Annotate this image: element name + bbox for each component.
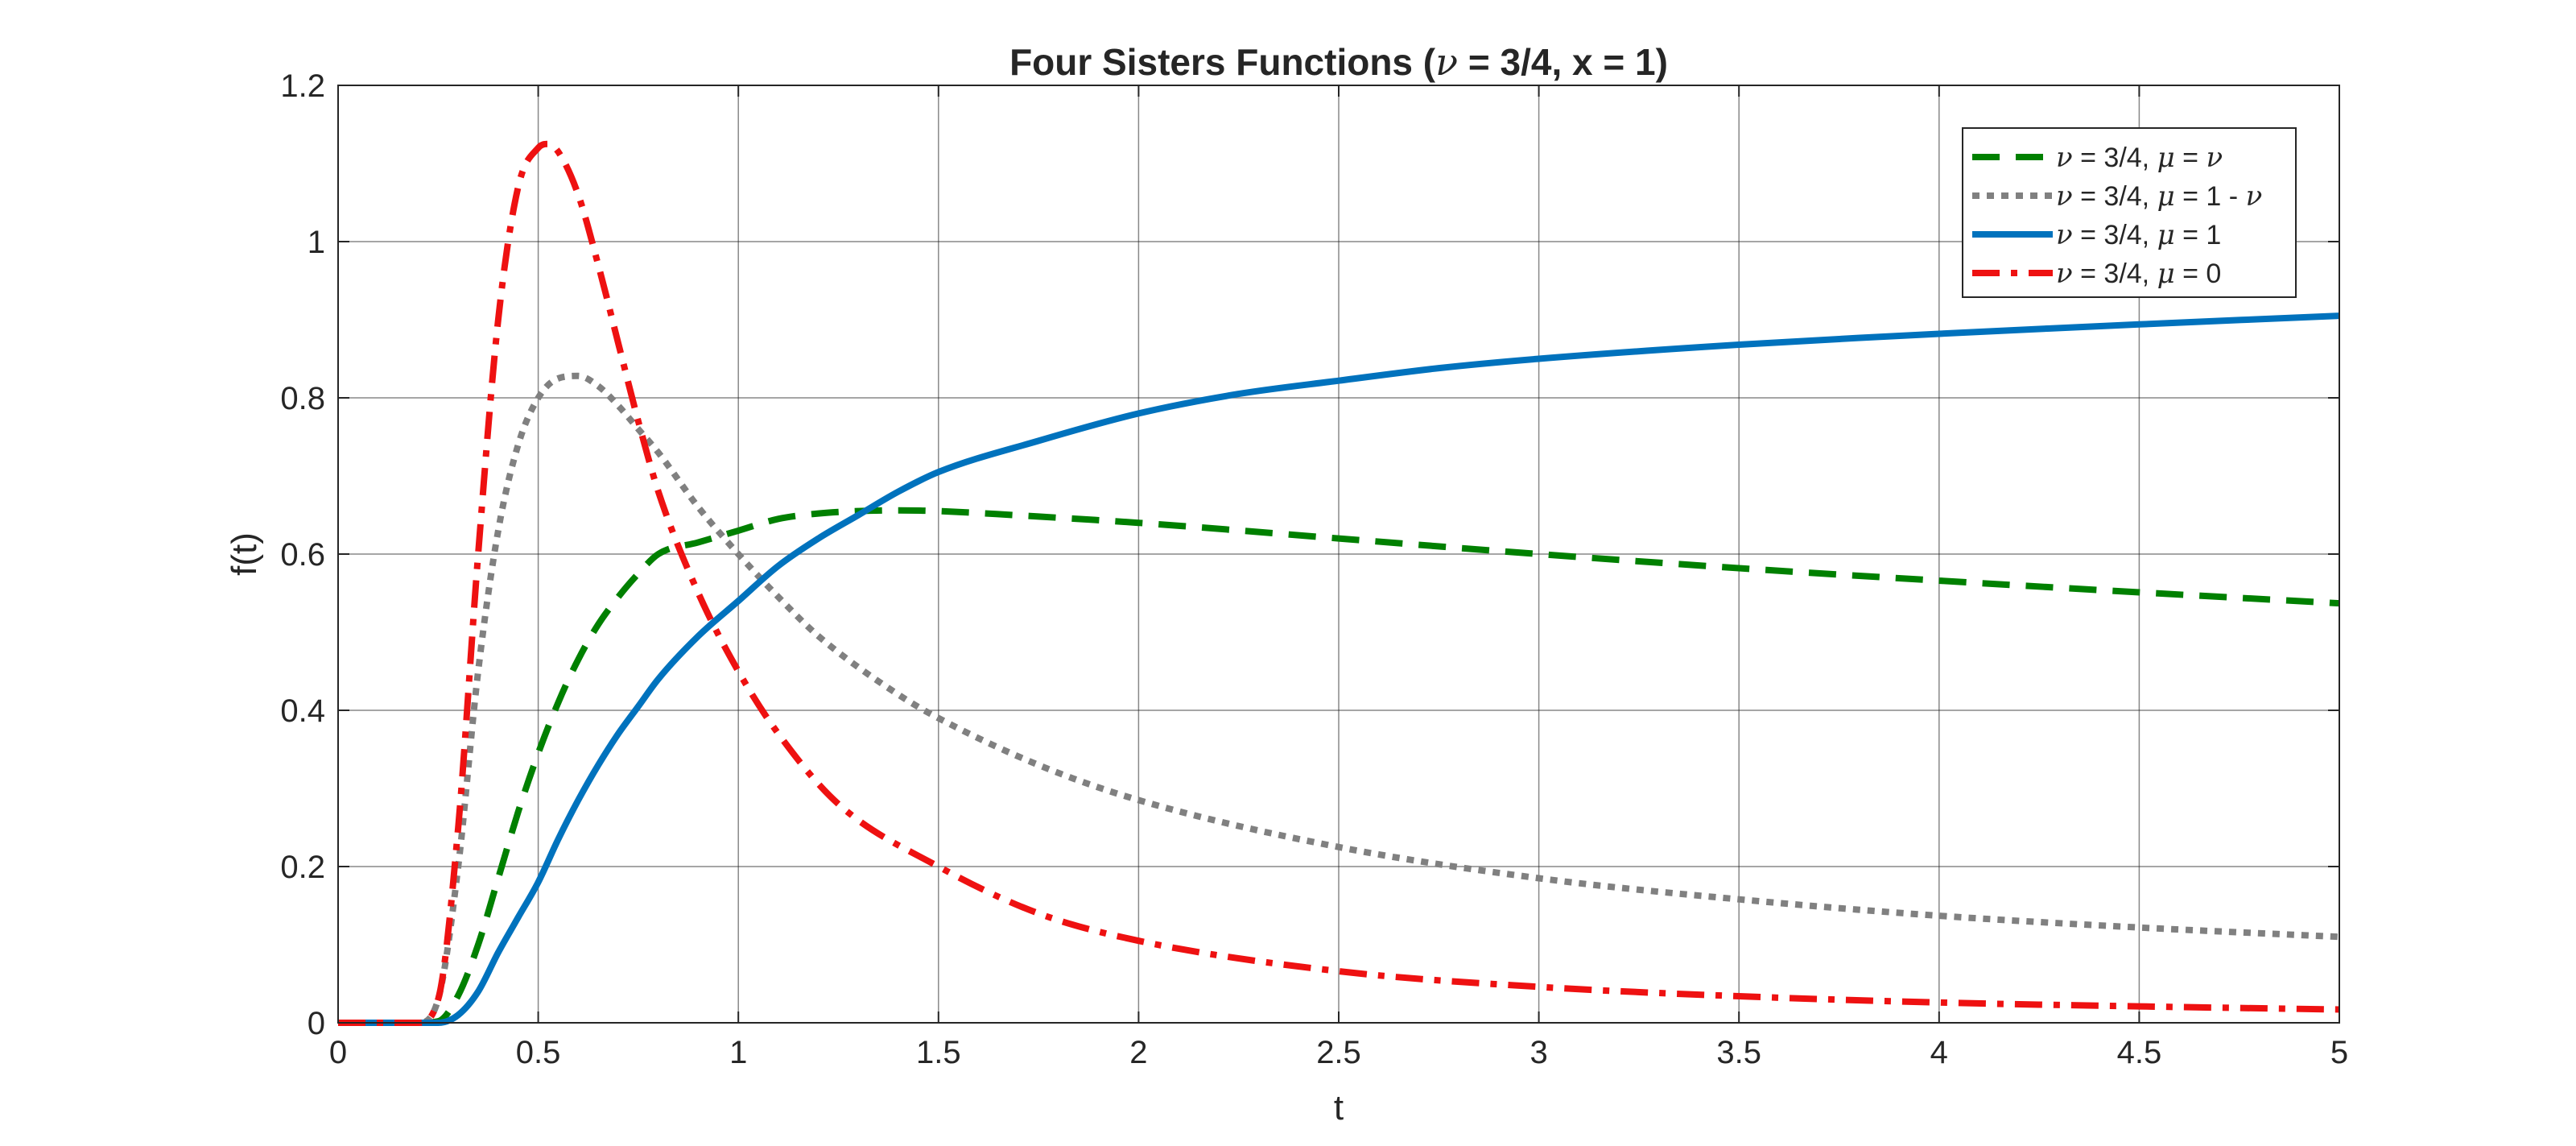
x-tick-label: 1.5 [916,1035,961,1070]
x-tick-label: 2 [1129,1035,1147,1070]
legend[interactable]: ν = 3/4, μ = ν ν = 3/4, μ = 1 - ν ν = 3/4,… [1962,127,2297,298]
legend-label-2: ν = 3/4, μ = 1 - ν [2056,180,2262,213]
legend-label-1: ν = 3/4, μ = ν [2056,142,2223,174]
y-tick-label: 1.2 [280,68,325,104]
legend-label-3: ν = 3/4, μ = 1 [2056,219,2221,251]
x-tick-label: 3.5 [1716,1035,1761,1070]
x-tick-label: 0.5 [516,1035,561,1070]
x-tick-label: 2.5 [1316,1035,1361,1070]
y-tick-label: 0.4 [280,693,325,729]
x-tick-label: 4 [1930,1035,1948,1070]
chart-title-nu: ν [1435,40,1458,84]
x-tick-label: 5 [2330,1035,2348,1070]
legend-label-4: ν = 3/4, μ = 0 [2056,258,2221,290]
series-layer [338,140,2340,1027]
y-tick-label: 0.8 [280,381,325,416]
x-tick-label: 3 [1530,1035,1547,1070]
y-axis-label: f(t) [225,532,264,576]
x-axis-label: t [1334,1088,1344,1127]
y-tick-label: 0 [308,1006,325,1041]
y-tick-label: 0.2 [280,850,325,885]
chart-title-part-1: Four Sisters Functions ( [1009,41,1436,83]
x-tick-label: 1 [729,1035,747,1070]
x-tick-label: 0 [329,1035,347,1070]
chart-title-part-3: = 3/4, x = 1) [1458,41,1668,83]
tick-labels: 0 0.5 1 1.5 2 2.5 3 3.5 4 4.5 5 0 0.2 0.4 0.6 0.8 1 1.2 [280,68,2348,1070]
series-line-4 [338,140,2340,1027]
series-line-1 [338,507,2340,1027]
x-tick-label: 4.5 [2117,1035,2162,1070]
chart-title: Four Sisters Functions (ν = 3/4, x = 1) [1009,40,1668,84]
series-line-3 [338,312,2340,1027]
axis-ticks [337,85,2340,1024]
legend-box [1962,127,2297,298]
y-tick-label: 0.6 [280,537,325,573]
y-tick-label: 1 [308,225,325,260]
